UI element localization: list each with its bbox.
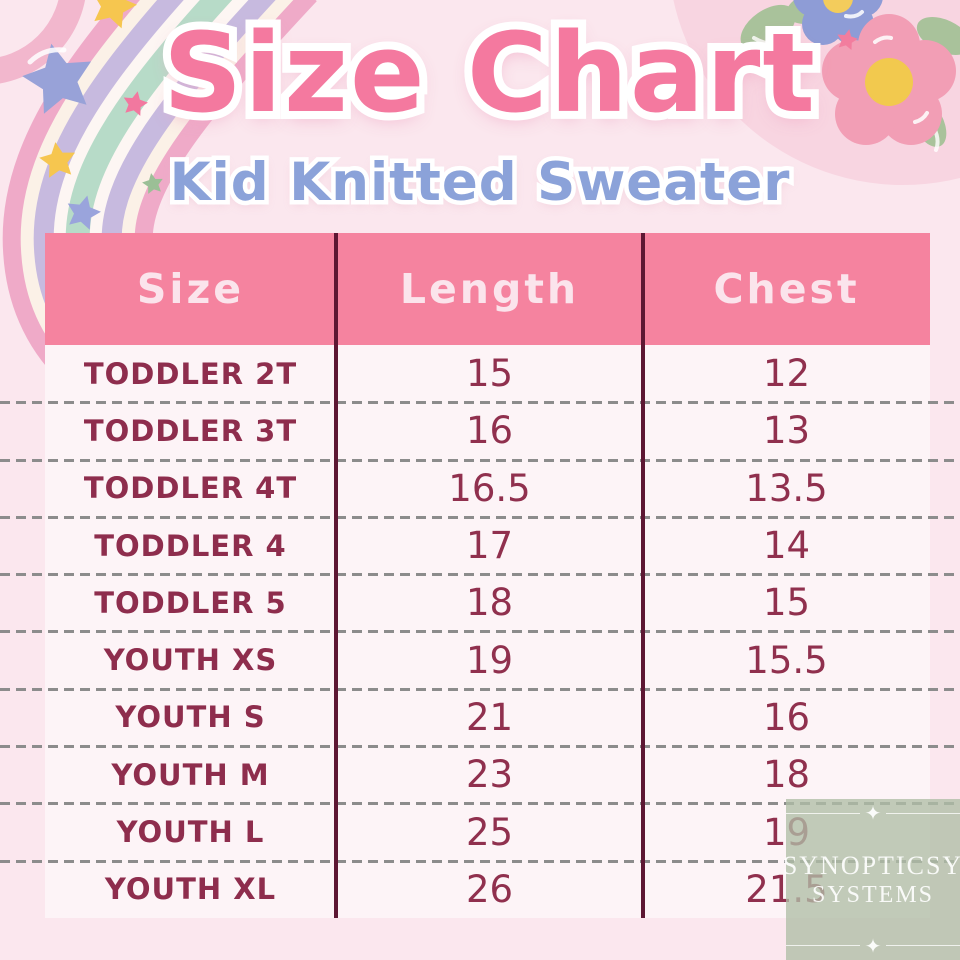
chest-value: 14	[762, 524, 811, 568]
sparkle-icon: ✦	[864, 933, 882, 958]
divider	[786, 945, 860, 947]
page-title: Size Chart	[163, 9, 817, 137]
table-row: TODDLER 5 18 15	[0, 574, 960, 634]
length-value: 15	[465, 352, 514, 396]
size-value: TODDLER 3T	[83, 413, 298, 448]
table-row: TODDLER 4 17 14	[0, 517, 960, 577]
table-body: TODDLER 2T 15 12 TODDLER 3T 16 13 TODDLE…	[0, 345, 960, 918]
divider	[886, 812, 960, 814]
length-value: 18	[465, 581, 514, 625]
column-header-length: Length	[399, 265, 580, 313]
size-value: YOUTH M	[111, 757, 270, 792]
watermark: ✦ SYNOPTICSY SYSTEMS ✦	[783, 799, 960, 960]
pink-flower-icon	[822, 14, 956, 145]
watermark-line2: SYSTEMS	[811, 881, 935, 908]
watermark-line1: SYNOPTICSY	[782, 850, 960, 880]
column-divider	[641, 233, 645, 918]
length-value: 19	[465, 638, 514, 682]
chest-value: 13.5	[745, 466, 828, 510]
star-icons	[16, 0, 165, 232]
chest-value: 12	[762, 352, 811, 396]
length-value: 16	[465, 409, 514, 453]
chest-value: 18	[762, 753, 811, 797]
table-row: YOUTH M 23 18	[0, 746, 960, 806]
chest-value: 13	[762, 409, 811, 453]
table-row: TODDLER 3T 16 13	[0, 402, 960, 462]
page-subtitle: Kid Knitted Sweater	[169, 152, 791, 213]
sparkle-icon: ✦	[864, 801, 882, 825]
chest-value: 15	[762, 581, 811, 625]
column-header-chest: Chest	[713, 265, 860, 313]
table-row: TODDLER 4T 16.5 13.5	[0, 460, 960, 520]
column-header-size: Size	[136, 265, 245, 313]
size-value: YOUTH S	[115, 700, 266, 735]
size-value: TODDLER 2T	[83, 356, 298, 391]
page-title-area: Size Chart Size Chart	[0, 8, 960, 139]
length-value: 23	[465, 753, 514, 797]
size-value: TODDLER 5	[94, 585, 287, 620]
chest-value: 16	[762, 695, 811, 739]
page-title-outline: Size Chart	[155, 8, 823, 139]
size-value: TODDLER 4T	[83, 471, 298, 506]
blue-flower-icon	[793, 0, 883, 45]
length-value: 16.5	[448, 466, 531, 510]
length-value: 17	[465, 524, 514, 568]
watermark-top-rule: ✦	[786, 803, 960, 823]
page-subtitle-area: Kid Knitted Sweater Kid Knitted Sweater	[0, 148, 960, 218]
table-row: TODDLER 2T 15 12	[0, 345, 960, 405]
table-row: YOUTH S 21 16	[0, 689, 960, 749]
flower-decoration	[740, 0, 960, 152]
length-value: 26	[465, 867, 514, 911]
table-header: Size Length Chest	[45, 233, 930, 345]
size-value: YOUTH XL	[104, 872, 277, 907]
size-value: YOUTH XS	[103, 643, 278, 678]
page-subtitle-outline: Kid Knitted Sweater	[165, 148, 794, 218]
watermark-text: SYNOPTICSY SYSTEMS	[783, 850, 960, 910]
watermark-bottom-rule: ✦	[786, 936, 960, 956]
length-value: 25	[465, 810, 514, 854]
divider	[786, 812, 860, 814]
size-value: TODDLER 4	[94, 528, 287, 563]
length-value: 21	[465, 695, 514, 739]
table-row: YOUTH XS 19 15.5	[0, 631, 960, 692]
chest-value: 15.5	[745, 638, 828, 682]
divider	[886, 945, 960, 947]
column-divider	[334, 233, 338, 918]
size-chart-table: Size Length Chest TODDLER 2T 15 12 TODDL…	[0, 233, 960, 918]
size-value: YOUTH L	[116, 815, 265, 850]
